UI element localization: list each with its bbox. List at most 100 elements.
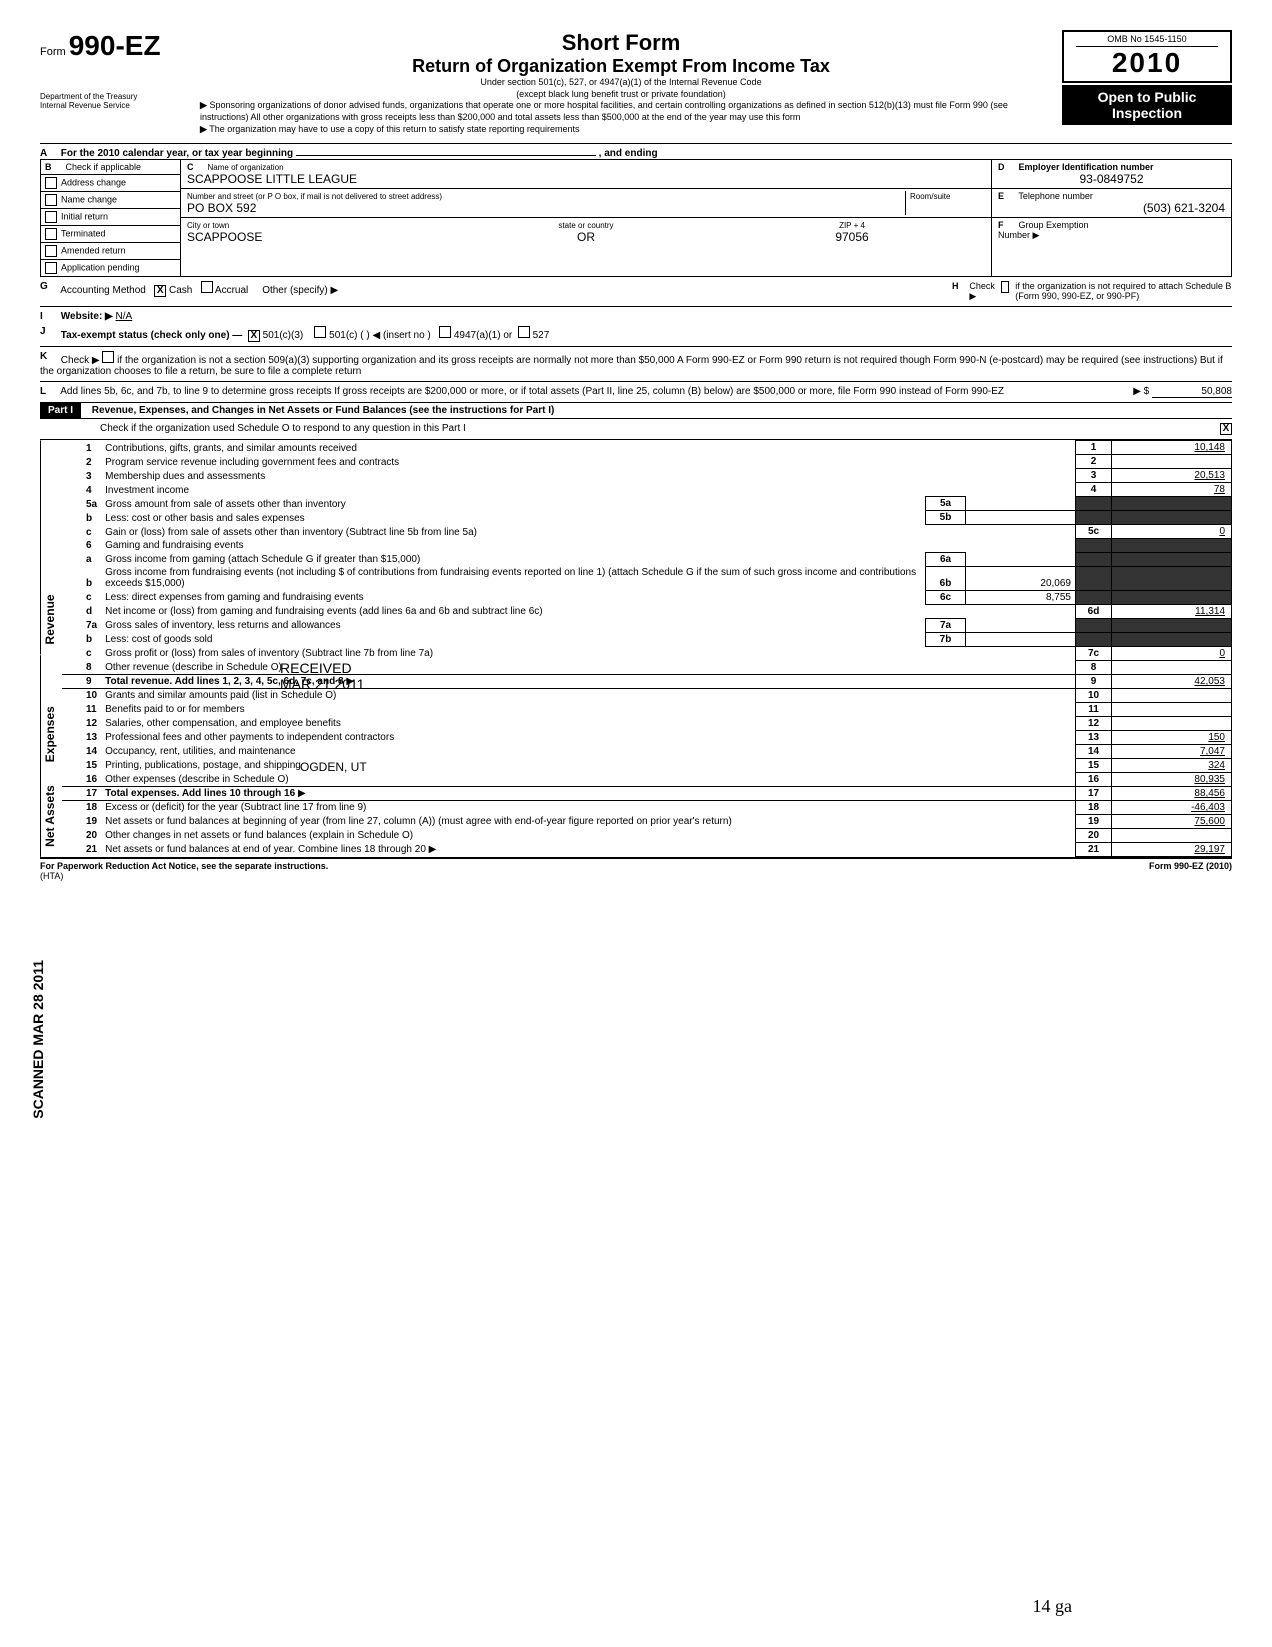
l-arrow: ▶ $ [1133,386,1149,397]
room-label: Room/suite [910,192,950,201]
line14-amt: 7,047 [1112,744,1232,758]
checkbox-amended[interactable] [45,245,57,257]
line7c-box: 7c [1076,646,1112,660]
line8-num: 8 [62,660,101,674]
line1-amt: 10,148 [1112,441,1232,455]
checkbox-initial-return[interactable] [45,211,57,223]
line12-num: 12 [62,716,101,730]
line19-amt: 75,600 [1112,814,1232,828]
line21-num: 21 [62,842,101,856]
line7a-mid: 7a [926,618,966,632]
line7a-desc: Gross sales of inventory, less returns a… [101,618,925,632]
line7a-midval [966,618,1076,632]
opt-501c: 501(c) ( [329,330,363,341]
line4-num: 4 [62,483,101,497]
phone-label: Telephone number [1018,191,1093,201]
line19-desc: Net assets or fund balances at beginning… [101,814,1075,828]
line6-num: 6 [62,539,101,553]
line6d-box: 6d [1076,604,1112,618]
line7b-mid: 7b [926,632,966,646]
checkbox-k[interactable] [102,351,114,363]
line7b-desc: Less: cost of goods sold [101,632,925,646]
checkbox-501c[interactable] [314,326,326,338]
line16-num: 16 [62,772,101,786]
line3-box: 3 [1076,469,1112,483]
line8-box: 8 [1076,660,1112,674]
form-prefix: Form [40,46,66,58]
row-a-ending: , and ending [599,148,658,159]
checkbox-4947[interactable] [439,326,451,338]
line17-desc: Total expenses. Add lines 10 through 16 [105,788,295,799]
line5c-box: 5c [1076,525,1112,539]
except-text: (except black lung benefit trust or priv… [200,89,1042,101]
line6b-desc: Gross income from fundraising events (no… [101,566,925,590]
column-c: C Name of organization SCAPPOOSE LITTLE … [181,160,991,276]
line1-box: 1 [1076,441,1112,455]
line5b-desc: Less: cost or other basis and sales expe… [101,511,925,525]
opt-name-change: Name change [61,195,117,205]
line7c-amt: 0 [1112,646,1232,660]
line5b-mid: 5b [926,511,966,525]
checkbox-527[interactable] [518,326,530,338]
checkbox-address-change[interactable] [45,177,57,189]
line2-desc: Program service revenue including govern… [101,455,925,469]
line6b-midval: 20,069 [966,566,1076,590]
label-b: B [45,162,63,172]
label-h: H [952,281,963,302]
line7c-num: c [62,646,101,660]
line5a-desc: Gross amount from sale of assets other t… [101,497,925,511]
line1-desc: Contributions, gifts, grants, and simila… [101,441,925,455]
city-value: SCAPPOOSE [187,230,262,244]
line5a-mid: 5a [926,497,966,511]
website-label: Website: ▶ [61,311,113,322]
line13-amt: 150 [1112,730,1232,744]
line5c-amt: 0 [1112,525,1232,539]
line13-box: 13 [1076,730,1112,744]
checkbox-name-change[interactable] [45,194,57,206]
state-value: OR [577,230,595,244]
label-d: D [998,162,1016,172]
org-info-grid: B Check if applicable Address change Nam… [40,159,1232,277]
line12-box: 12 [1076,716,1112,730]
line9-amt: 42,053 [1112,674,1232,688]
checkbox-501c3[interactable]: X [248,330,260,342]
part1-header: Part I [40,403,81,418]
checkbox-h[interactable] [1001,281,1009,293]
row-a: A For the 2010 calendar year, or tax yea… [40,143,1232,159]
part1-schedule-o: Check if the organization used Schedule … [40,423,466,435]
year-box: OMB No 1545-1150 2010 [1062,30,1232,83]
line3-desc: Membership dues and assessments [101,469,925,483]
line17-box: 17 [1076,786,1112,800]
line6d-num: d [62,604,101,618]
line6c-mid: 6c [926,590,966,604]
check-applicable: Check if applicable [66,162,142,172]
accounting-method: Accounting Method [60,285,146,296]
line7b-num: b [62,632,101,646]
line6d-amt: 11,314 [1112,604,1232,618]
line14-num: 14 [62,744,101,758]
hta: (HTA) [40,871,63,881]
l-text: Add lines 5b, 6c, and 7b, to line 9 to d… [60,386,1004,397]
checkbox-schedule-o[interactable]: X [1220,423,1232,435]
checkbox-terminated[interactable] [45,228,57,240]
checkbox-cash[interactable]: X [154,285,166,297]
line6a-desc: Gross income from gaming (attach Schedul… [101,552,925,566]
line19-box: 19 [1076,814,1112,828]
line6a-mid: 6a [926,552,966,566]
k-rest: if the organization is not a section 509… [40,355,1223,377]
line4-amt: 78 [1112,483,1232,497]
opt-initial-return: Initial return [61,212,108,222]
label-f: F [998,220,1016,230]
line3-amt: 20,513 [1112,469,1232,483]
line5a-shade [1076,497,1112,511]
checkbox-app-pending[interactable] [45,262,57,274]
form-number: 990-EZ [69,30,161,61]
checkbox-accrual[interactable] [201,281,213,293]
insert-no: ) ◀ (insert no ) [366,330,430,341]
vert-netassets: Net Assets [40,772,62,857]
line16-amt: 80,935 [1112,772,1232,786]
ein-value: 93-0849752 [998,172,1225,186]
line6c-num: c [62,590,101,604]
line5a-midval [966,497,1076,511]
line17-amt: 88,456 [1112,786,1232,800]
